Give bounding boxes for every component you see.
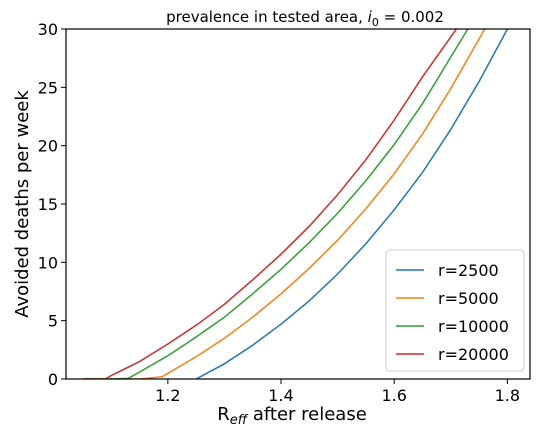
legend-box	[385, 249, 525, 372]
series-line-3	[83, 29, 458, 379]
legend-label-0: r=2500	[438, 261, 499, 280]
x-axis-label: Reff after release	[217, 404, 367, 424]
y-tick-label: 20	[38, 137, 58, 156]
y-axis-label: Avoided deaths per week	[12, 90, 33, 318]
series-line-2	[83, 29, 469, 379]
legend: r=2500 r=5000 r=10000 r=20000	[385, 249, 525, 372]
y-tick-label: 25	[38, 78, 58, 97]
chart-title: prevalence in tested area, i0 = 0.002	[166, 8, 444, 29]
x-tick-label: 1.6	[381, 386, 406, 405]
x-axis: 1.2 1.4 1.6 1.8	[155, 379, 520, 405]
y-tick-label: 15	[38, 195, 58, 214]
x-tick-label: 1.8	[495, 386, 520, 405]
series-line-1	[83, 29, 486, 379]
legend-label-2: r=10000	[438, 317, 509, 336]
series-lines	[83, 29, 509, 379]
x-tick-label: 1.2	[155, 386, 180, 405]
y-tick-label: 0	[48, 370, 58, 389]
legend-label-1: r=5000	[438, 289, 499, 308]
series-line-0	[195, 29, 509, 379]
y-axis: 0 5 10 15 20 25 30	[38, 20, 66, 389]
y-tick-label: 30	[38, 20, 58, 39]
x-tick-label: 1.4	[268, 386, 293, 405]
y-tick-label: 5	[48, 312, 58, 331]
legend-label-3: r=20000	[438, 345, 509, 364]
y-tick-label: 10	[38, 253, 58, 272]
